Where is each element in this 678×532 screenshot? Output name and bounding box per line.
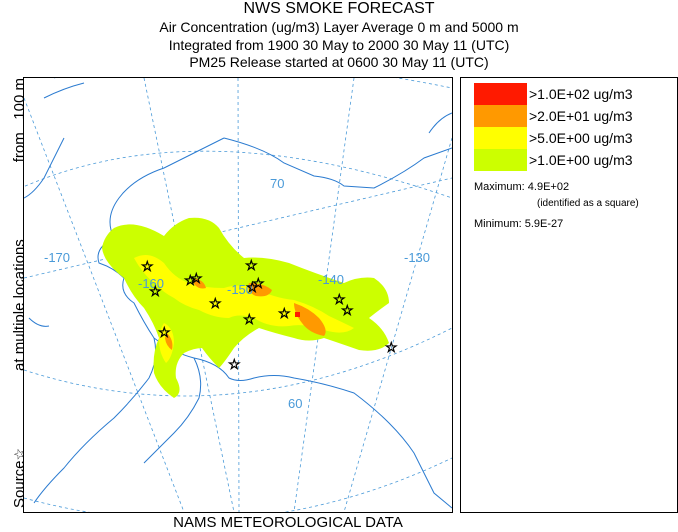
south-coast (153, 337, 452, 509)
subtitle-concentration: Air Concentration (ug/m3) Layer Average … (159, 19, 519, 35)
subtitle-release-time: PM25 Release started at 0600 30 May 11 (… (189, 54, 489, 70)
source-star-icon: ☆ (149, 283, 162, 299)
legend-item-1: >1.0E+00 ug/m3 (474, 149, 633, 171)
legend-label: >1.0E+00 ug/m3 (529, 152, 633, 168)
legend-item-5: >5.0E+00 ug/m3 (474, 127, 633, 149)
plume-level-20-c (165, 333, 173, 350)
source-star-icon: ☆ (158, 324, 171, 340)
subtitle-integration-period: Integrated from 1900 30 May to 2000 30 M… (168, 37, 510, 53)
concentration-legend: >1.0E+02 ug/m3 >2.0E+01 ug/m3 >5.0E+00 u… (460, 77, 678, 513)
source-star-icon: ☆ (341, 302, 354, 318)
west-coast (33, 137, 225, 504)
plume-level-20-b (248, 283, 272, 297)
legend-swatch-yellow (474, 127, 527, 149)
source-star-icon: ☆ (190, 270, 203, 286)
chart-title: NWS SMOKE FORECAST (243, 0, 435, 17)
legend-item-100: >1.0E+02 ug/m3 (474, 83, 633, 105)
source-star-icon: ☆ (209, 295, 222, 311)
smoke-forecast-map: -170 -160 -150 -140 -130 70 60 ☆ ☆ ☆ ☆ ☆… (23, 77, 453, 513)
source-star-icon: ☆ (252, 275, 265, 291)
source-star-icon: ☆ (245, 257, 258, 273)
minimum-value: Minimum: 5.9E-27 (474, 218, 564, 230)
plume-level-20-a (294, 303, 326, 336)
lon-160-line (143, 78, 235, 512)
source-markers: ☆ ☆ ☆ ☆ ☆ ☆ ☆ ☆ ☆ ☆ ☆ ☆ ☆ ☆ ☆ (141, 257, 398, 373)
canada-arctic-coast (428, 112, 452, 134)
legend-swatch-lime (474, 149, 527, 171)
source-star-icon: ☆ (246, 279, 259, 295)
island-coast (28, 317, 50, 327)
source-star-icon: ☆ (141, 258, 154, 274)
legend-label: >5.0E+00 ug/m3 (529, 130, 633, 146)
lon-160-label: -160 (138, 276, 164, 291)
lat-55-line (24, 457, 452, 512)
source-star-icon: ☆ (243, 311, 256, 327)
source-star-icon: ☆ (184, 272, 197, 288)
siberia-coast (24, 137, 65, 199)
arctic-coast (223, 137, 452, 189)
source-star-icon: ☆ (278, 305, 291, 321)
legend-swatch-red (474, 83, 527, 105)
lon-180-line (24, 177, 452, 279)
legend-swatch-orange (474, 105, 527, 127)
lat-70-line (24, 150, 452, 199)
lon-170-line (24, 97, 185, 512)
lon-130-label: -130 (404, 250, 430, 265)
lon-150-label: -150 (227, 282, 253, 297)
peninsula-coast (143, 357, 202, 464)
source-star-icon: ☆ (228, 356, 241, 372)
legend-item-20: >2.0E+01 ug/m3 (474, 105, 633, 127)
map-canvas: -170 -160 -150 -140 -130 70 60 ☆ ☆ ☆ ☆ ☆… (24, 78, 452, 512)
lat-70-label: 70 (270, 176, 284, 191)
maximum-note: (identified as a square) (537, 198, 639, 209)
coastlines (24, 82, 452, 509)
lat-75-line (54, 78, 452, 89)
lon-140-line (293, 78, 355, 512)
plume-level-20-d (194, 278, 206, 289)
maximum-value: Maximum: 4.9E+02 (474, 181, 570, 193)
source-star-icon: ☆ (385, 339, 398, 355)
meteorological-data-label: NAMS METEOROLOGICAL DATA (173, 514, 403, 531)
lat-60-label: 60 (288, 396, 302, 411)
lon-140-label: -140 (318, 272, 344, 287)
legend-label: >2.0E+01 ug/m3 (529, 108, 633, 124)
graticule-labels: -170 -160 -150 -140 -130 70 60 (44, 176, 430, 411)
smoke-plume (102, 217, 389, 398)
lon-130-line (343, 137, 452, 512)
chukotka-coast (43, 82, 85, 99)
legend-label: >1.0E+02 ug/m3 (529, 86, 633, 102)
lon-170-label: -170 (44, 250, 70, 265)
plume-maximum-square (295, 312, 300, 317)
source-star-icon: ☆ (333, 291, 346, 307)
